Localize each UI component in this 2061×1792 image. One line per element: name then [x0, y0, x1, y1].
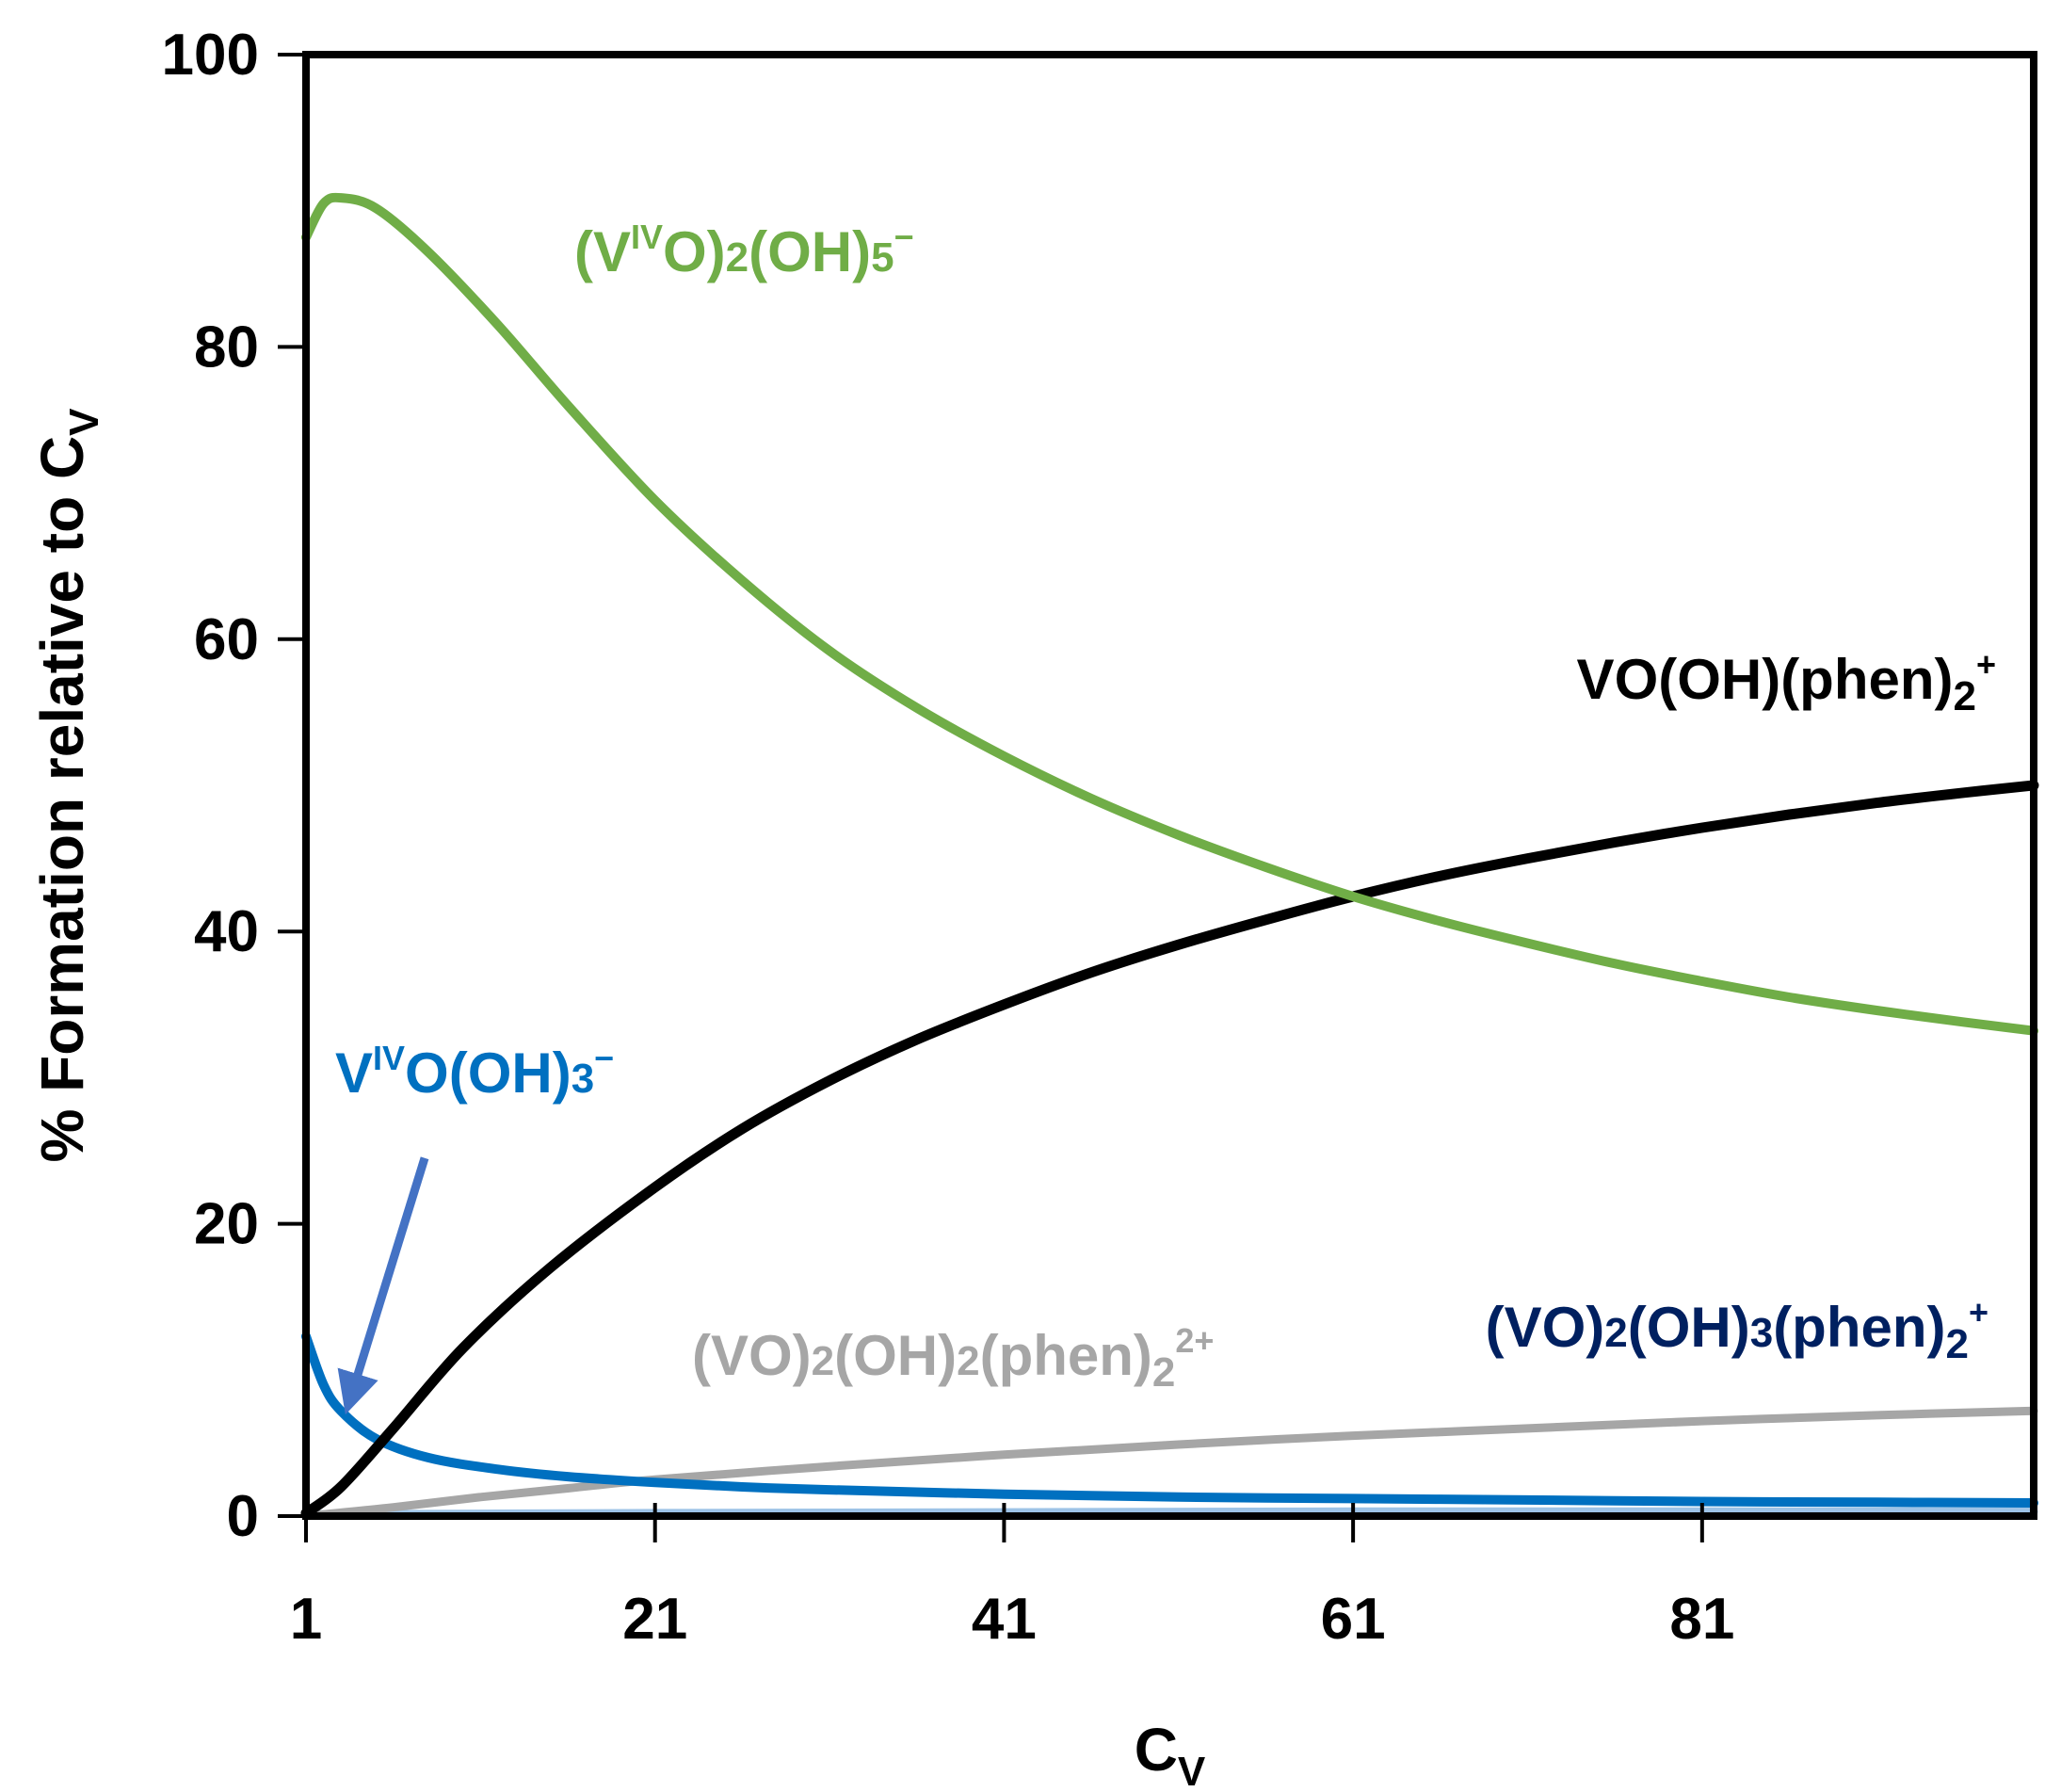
series-label-1: (VIVO)2(OH)5− — [574, 218, 914, 283]
y-tick-label: 80 — [194, 315, 259, 379]
series-label-part: 2 — [957, 1338, 979, 1384]
y-axis-title: % Formation relative to CV — [28, 408, 107, 1163]
series-label-part: 5 — [871, 234, 894, 281]
y-tick-label: 40 — [194, 899, 259, 964]
x-tick-label: 21 — [622, 1587, 687, 1652]
series-line-1 — [301, 192, 2038, 1036]
series-label-part: O) — [663, 220, 726, 283]
annotations — [337, 1156, 429, 1415]
series-label-part: − — [894, 218, 914, 256]
series-label-part: (OH) — [1628, 1296, 1750, 1359]
series-label-part: 2+ — [1175, 1321, 1214, 1360]
x-tick-label: 1 — [290, 1587, 322, 1652]
series-label-part: − — [594, 1039, 614, 1077]
series-label-part: + — [1969, 1293, 1989, 1332]
y-tick-label: 100 — [162, 23, 259, 88]
series-label-part: (V — [574, 220, 631, 283]
series-label-part: O(OH) — [405, 1041, 572, 1105]
series-label-part: (OH) — [834, 1324, 957, 1387]
series-line-2 — [300, 780, 2039, 1519]
series-label-part: 2 — [1945, 1321, 1968, 1367]
series-label-part: 2 — [726, 234, 749, 281]
series-label-part: (VO) — [1486, 1296, 1605, 1359]
series-label-part: (OH) — [749, 220, 871, 283]
plot-frame — [302, 51, 2037, 1520]
x-tick-label: 61 — [1321, 1587, 1386, 1652]
tick-labels: 0 20 40 60 80 100 1 21 41 61 81 — [162, 23, 1735, 1652]
x-tick-label: 81 — [1669, 1587, 1734, 1652]
series-label-part: 2 — [1953, 673, 1975, 719]
series-label-part: 3 — [1750, 1310, 1773, 1356]
series-label-part: 2 — [812, 1338, 834, 1384]
series-line-3 — [301, 1332, 2038, 1508]
series-line-4 — [301, 1406, 2038, 1521]
series-label-part: 2 — [1152, 1349, 1175, 1396]
series-label-part: VO(OH)(phen) — [1577, 648, 1954, 711]
series-label-part: (phen) — [980, 1324, 1152, 1387]
axes-layer — [278, 51, 2037, 1542]
x-tick-label: 41 — [972, 1587, 1037, 1652]
series-label-3: VIVO(OH)3− — [335, 1039, 614, 1105]
series-label-part: + — [1976, 645, 1996, 684]
series-label-part: V — [335, 1041, 373, 1105]
y-tick-label: 20 — [194, 1192, 259, 1257]
y-tick-label: 0 — [227, 1484, 259, 1549]
series-label-part: 2 — [1604, 1310, 1627, 1356]
series-label-part: 3 — [572, 1056, 594, 1102]
series-label-4: (VO)2(OH)2(phen)22+ — [692, 1321, 1214, 1396]
series-label-2: VO(OH)(phen)2+ — [1577, 645, 1996, 719]
series-label-part: IV — [373, 1039, 405, 1077]
series-label-5: (VO)2(OH)3(phen)2+ — [1486, 1293, 1989, 1367]
series-label-part: (VO) — [692, 1324, 812, 1387]
y-tick-label: 60 — [194, 607, 259, 672]
annotation-arrow — [337, 1156, 429, 1415]
x-axis-title: CV — [1135, 1716, 1206, 1792]
series-label-part: IV — [631, 218, 663, 256]
series-label-part: (phen) — [1773, 1296, 1945, 1359]
series-labels: (VIVO)2(OH)5−VO(OH)(phen)2+VIVO(OH)3−(VO… — [335, 218, 1996, 1396]
